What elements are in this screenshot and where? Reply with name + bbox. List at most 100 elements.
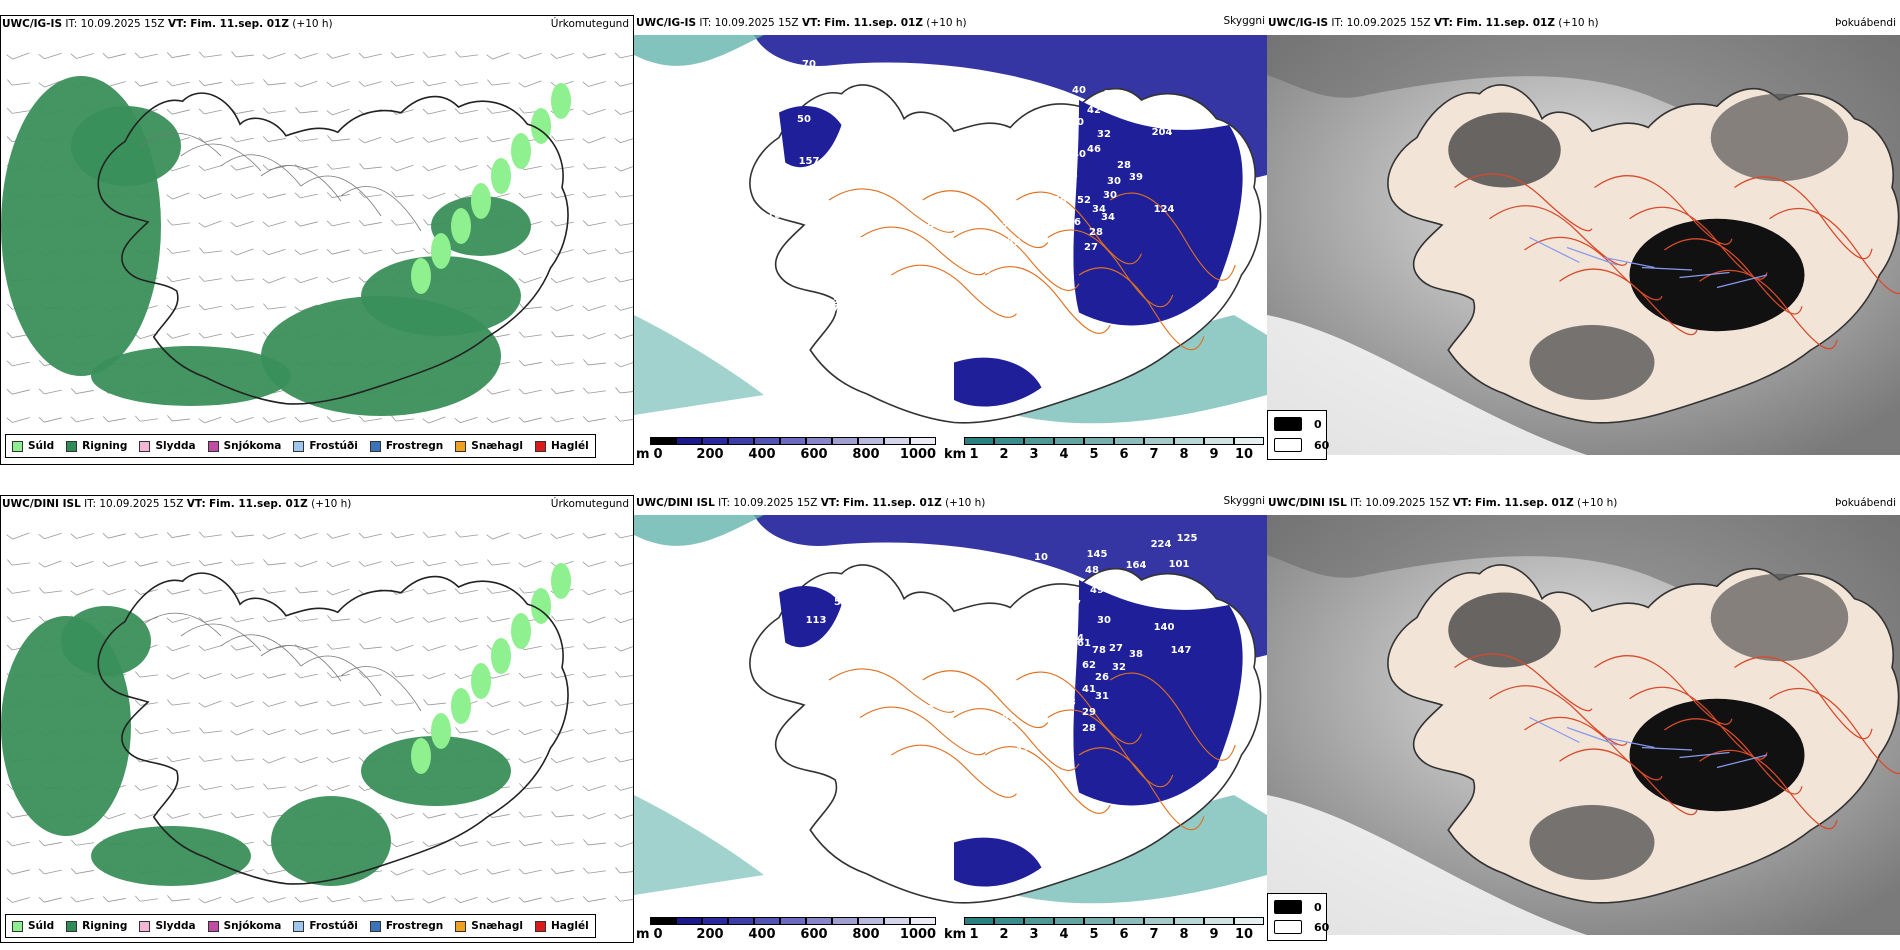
it-value: 10.09.2025 15Z [714,17,799,29]
rain-area [91,346,291,406]
cloudbase-value-label: 125 [1177,533,1198,544]
model-name: UWC/DINI ISL [1268,497,1347,509]
cloudbase-value-label: 81 [1032,95,1046,106]
cloudbase-value-label: 52 [1077,195,1091,206]
vt-value: Fim. 11.sep. 01Z [1456,17,1555,29]
fog-panel-row2: UWC/DINI ISL IT: 10.09.2025 15Z VT: Fim.… [1267,495,1900,945]
colorbar-tick: 200 [696,927,724,942]
cloudbase-value-label: 30 [1107,176,1121,187]
cloudbase-value-label: 54 [959,644,973,655]
it-label: IT: [1350,497,1363,509]
vt-label: VT: [186,498,206,510]
cloudbase-value-label: 32 [912,311,926,322]
low-cloud-area [779,105,842,168]
fog-area [1710,93,1849,182]
colorbar-segment [1054,437,1084,445]
cloudbase-value-label: 49 [1021,662,1035,673]
colorbar-segment [650,917,676,925]
colorbar-unit: m [636,927,650,942]
cloudbase-value-label: 223 [1134,114,1155,125]
legend-swatch [455,920,467,932]
cloudbase-value-label: 26 [1095,672,1109,683]
precip-panel-row1: UWC/IG-IS IT: 10.09.2025 15Z VT: Fim. 11… [0,15,634,465]
colorbar-segment [1084,437,1114,445]
cloudbase-value-label: 136 [1047,153,1068,164]
drizzle-area [491,158,511,194]
cloudbase-value-label: 36 [1001,219,1015,230]
panel-header: UWC/IG-IS IT: 10.09.2025 15Z VT: Fim. 11… [2,18,333,30]
cloudbase-value-label: 56 [977,265,991,276]
rain-area [91,826,251,886]
cloudbase-value-label: 32 [1007,237,1021,248]
colorbar-tick: 5 [1089,447,1099,462]
cloudbase-value-label: 36 [969,237,983,248]
cloudbase-value-label: 71 [795,173,809,184]
colorbar-tick: 5 [1089,927,1099,942]
cloudbase-value-label: 204 [1152,127,1173,138]
cloudbase-value-label: 62 [1082,660,1096,671]
colorbar-segment [676,917,702,925]
cloudbase-value-label: 35 [832,295,846,306]
cloudbase-value-label: 32 [912,791,926,802]
cloudbase-value-label: 27 [1084,242,1098,253]
colorbar-tick: 1 [969,927,979,942]
it-value: 10.09.2025 15Z [733,497,818,509]
fog-swatch-high [1274,920,1302,934]
drizzle-area [431,713,451,749]
legend-swatch [12,440,23,452]
legend-item: Frostúði [293,440,358,452]
it-value: 10.09.2025 15Z [1346,17,1431,29]
panel-title: Úrkomutegund [550,18,629,30]
panel-header: UWC/DINI ISL IT: 10.09.2025 15Z VT: Fim.… [2,498,351,510]
colorbar-segment [1084,917,1114,925]
cloudbase-panel-row2: UWC/DINI ISL IT: 10.09.2025 15Z VT: Fim.… [634,495,1267,945]
legend-label: Rigning [82,920,128,932]
fog-panel-row1: UWC/IG-IS IT: 10.09.2025 15Z VT: Fim. 11… [1267,15,1900,465]
iceland-coastline [97,572,569,885]
cloudbase-value-label: 55 [834,597,848,608]
cloudbase-value-label: 30 [1097,615,1111,626]
cloudbase-value-label: 31 [1095,691,1109,702]
colorbar-tick: 400 [748,927,776,942]
cloudbase-value-label: 64 [1047,120,1061,131]
cloudbase-value-label: 48 [979,693,993,704]
colorbar-tick: 4 [1059,447,1069,462]
drizzle-area [511,133,531,169]
colorbar-segment [780,437,806,445]
legend-item: Rigning [66,440,127,452]
fog-area [1529,325,1655,400]
colorbar-segment [702,437,728,445]
cloudbase-value-label: 35 [889,321,903,332]
colorbar-segment [1054,917,1084,925]
colorbar-segment [1174,917,1204,925]
vt-label: VT: [820,497,840,509]
lead-time: (+10 h) [1577,497,1618,509]
legend-label: Slydda [155,440,196,452]
cloudbase-value-label: 60 [1063,652,1077,663]
cloudbase-value-label: 69 [1055,139,1069,150]
cloudbase-value-label: 101 [1169,559,1190,570]
cloudbase-panel-row1: UWC/IG-IS IT: 10.09.2025 15Z VT: Fim. 11… [634,15,1267,465]
colorbar-segment [1144,437,1174,445]
cloudbase-value-label: 17 [1007,297,1021,308]
cloudbase-value-label: 29 [1082,707,1096,718]
cloudbase-value-label: 28 [1089,227,1103,238]
legend-item: Snæhagl [455,920,523,932]
vt-label: VT: [1433,17,1453,29]
cloudbase-value-label: 70 [802,59,816,70]
cloudbase-value-label: 28 [1117,160,1131,171]
colorbar-segment [1234,917,1264,925]
cloudbase-value-label: 78 [1052,169,1066,180]
fog-legend: 0 60 [1267,893,1330,941]
fog-label-high: 60 [1314,920,1330,934]
colorbar-segment [994,917,1024,925]
cloudbase-value-label: 27 [1109,643,1123,654]
cloudbase-value-label: 53 [1059,621,1073,632]
fog-map [1267,515,1900,935]
colorbar-tick: 8 [1179,447,1189,462]
panel-title: Úrkomutegund [550,498,629,510]
colorbar-tick: 0 [653,447,663,462]
colorbar-tick: 0 [653,927,663,942]
cloudbase-value-label: 41 [1082,684,1096,695]
cloudbase-value-label: 34 [1092,204,1106,215]
